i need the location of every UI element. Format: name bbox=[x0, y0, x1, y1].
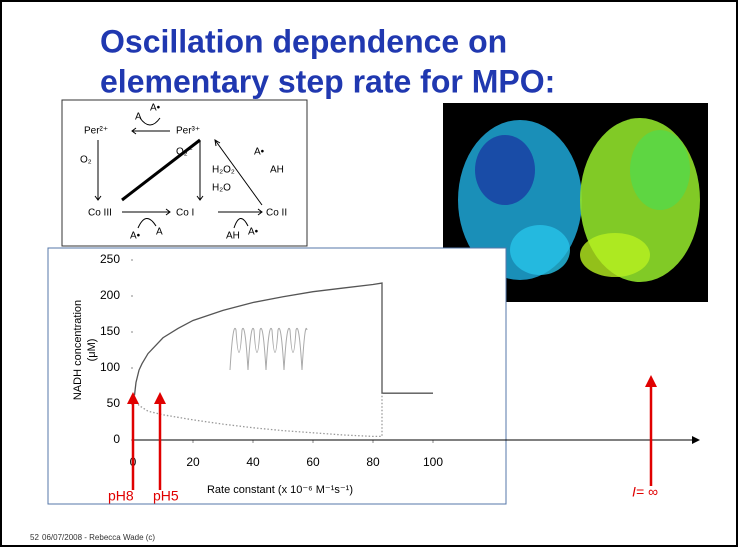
x-tick-label: 100 bbox=[423, 455, 443, 469]
x-axis-label: Rate constant (x 10⁻⁶ M⁻¹s⁻¹) bbox=[207, 484, 353, 496]
page-number: 52 bbox=[30, 533, 39, 542]
slide: Oscillation dependence on elementary ste… bbox=[0, 0, 738, 547]
scheme-label: AH bbox=[270, 165, 284, 176]
y-tick-label: 100 bbox=[100, 360, 120, 374]
title-line: elementary step rate for MPO: bbox=[100, 63, 555, 99]
y-axis-label: NADH concentration bbox=[72, 300, 84, 400]
x-tick-label: 40 bbox=[246, 455, 260, 469]
y-tick-label: 250 bbox=[100, 252, 120, 266]
x-tick-label: 80 bbox=[366, 455, 380, 469]
scheme-label: Co III bbox=[88, 208, 112, 219]
scheme-label: A bbox=[135, 112, 142, 123]
scheme-label: Per³⁺ bbox=[176, 126, 200, 137]
scheme-label: A bbox=[156, 227, 163, 238]
annotation: I= ∞ bbox=[632, 484, 658, 500]
scheme-label: O₂⁻ bbox=[176, 147, 193, 158]
scheme-label: H₂O₂ bbox=[212, 165, 235, 176]
annotation: pH5 bbox=[153, 488, 179, 504]
scheme-label: Co I bbox=[176, 208, 194, 219]
y-tick-label: 200 bbox=[100, 288, 120, 302]
title-line: Oscillation dependence on bbox=[100, 23, 507, 59]
y-tick-label: 0 bbox=[113, 432, 120, 446]
y-tick-label: 150 bbox=[100, 324, 120, 338]
annotation: pH8 bbox=[108, 488, 134, 504]
scheme-label: Co II bbox=[266, 208, 287, 219]
footer-text: 06/07/2008 - Rebecca Wade (c) bbox=[42, 533, 155, 542]
scheme-label: H₂O bbox=[212, 183, 231, 194]
y-tick-label: 50 bbox=[107, 396, 121, 410]
scheme-label: AH bbox=[226, 231, 240, 242]
reaction-scheme: Per²⁺ Per³⁺ Co III Co I Co II A A• O₂ O₂… bbox=[62, 100, 307, 246]
scheme-label: A• bbox=[254, 147, 265, 158]
scheme-label: A• bbox=[130, 231, 141, 242]
x-tick-label: 60 bbox=[306, 455, 320, 469]
scheme-label: A• bbox=[150, 103, 161, 114]
x-tick-label: 20 bbox=[186, 455, 200, 469]
scheme-label: O₂ bbox=[80, 155, 92, 166]
scheme-label: A• bbox=[248, 227, 259, 238]
y-axis-label: (μM) bbox=[86, 339, 98, 362]
scheme-label: Per²⁺ bbox=[84, 126, 108, 137]
